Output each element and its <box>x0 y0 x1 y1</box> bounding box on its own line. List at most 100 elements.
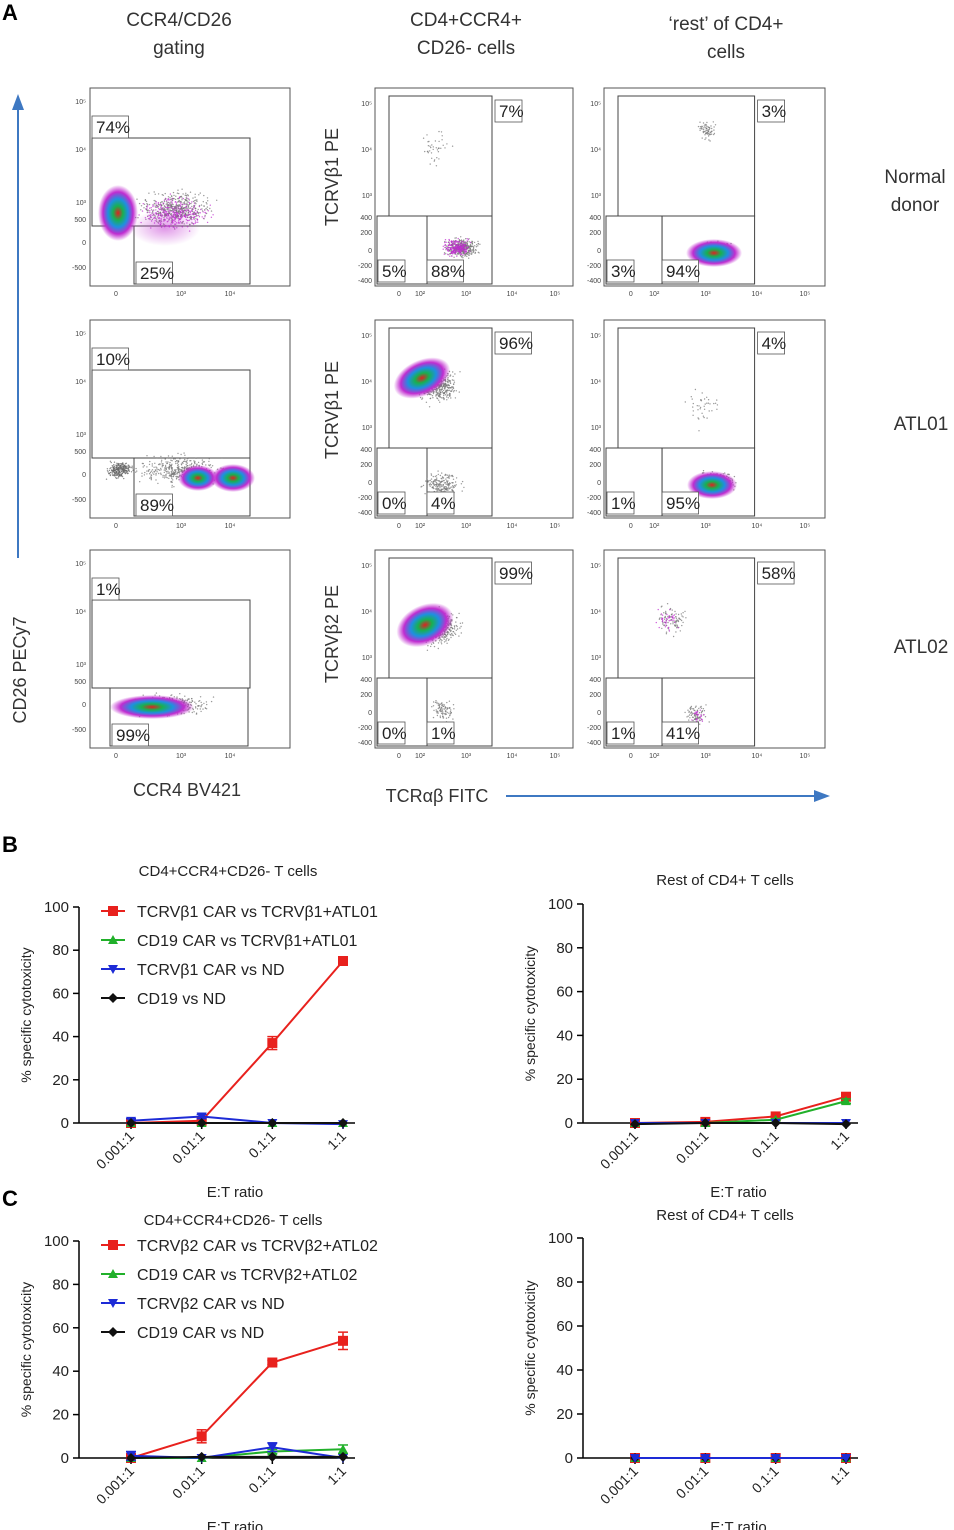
x-tick-label: 0 <box>397 753 401 760</box>
chart-c-ccr4: CD4+CCR4+CD26- T cells 0 20 40 60 80 100 0.001:… <box>18 1212 378 1530</box>
row-label-atl02: ATL02 <box>894 637 949 658</box>
x-tick-label: 10⁴ <box>225 523 236 530</box>
y-tick-label: -400 <box>587 510 601 517</box>
flow-plot-r2-rest: 10⁵ 10⁴ 10³ 400 200 0 -200 -400 0 10² 10³ 10⁴ 10⁵ 4% 1… <box>587 319 826 530</box>
x-tick-label: 10⁴ <box>225 291 236 298</box>
x-tick-label: 0.001:1 <box>93 1128 137 1172</box>
flow-plot-r1-gate: 10⁵ 10⁴ 10³ 500 0 -500 0 10³ 10⁴ 74% 25% <box>72 87 291 298</box>
x-axis-title-ccr4: CCR4 BV421 <box>133 780 241 800</box>
panel-letter-a: A <box>2 0 18 25</box>
series-line <box>130 1339 344 1459</box>
series-0 <box>126 956 348 1128</box>
cytotoxicity-charts: CD4+CCR4+CD26- T cells 0 20 40 60 80 100 0.001:… <box>18 863 858 1530</box>
pct-upper: 99% <box>499 564 533 583</box>
pct-gate-upper-box <box>91 115 129 139</box>
y-tick-label: 100 <box>44 899 69 916</box>
x-tick-label: 10⁵ <box>800 753 811 760</box>
y-tick-label: 40 <box>52 1363 69 1380</box>
x-tick-label: 0 <box>397 291 401 298</box>
y-tick-label: -400 <box>358 510 372 517</box>
y-tick-label: 200 <box>360 230 372 237</box>
pct-gate-upper: 74% <box>96 118 130 137</box>
x-tick-label: 10⁵ <box>800 523 811 530</box>
y-tick-label: 10⁵ <box>361 101 372 108</box>
x-tick-label: 10² <box>415 291 426 298</box>
y-tick-label: 400 <box>360 677 372 684</box>
series-2 <box>126 1112 348 1130</box>
x-tick-label: 10⁵ <box>550 753 561 760</box>
x-tick-label: 10² <box>415 753 426 760</box>
gate-lower-right <box>661 215 756 285</box>
data-point <box>267 1357 278 1368</box>
legend: TCRVβ1 CAR vs TCRVβ1+ATL01 CD19 CAR vs TC… <box>101 904 378 1008</box>
y-tick-label: 10⁵ <box>361 563 372 570</box>
col-title-gating-line2: gating <box>153 38 205 59</box>
y-tick-label: -500 <box>72 727 86 734</box>
legend-marker <box>108 935 118 944</box>
legend-marker <box>108 1240 118 1250</box>
y-tick-label: 100 <box>548 896 573 913</box>
legend-marker <box>108 1299 118 1308</box>
y-tick-label: 10³ <box>362 193 373 200</box>
data-point <box>126 1118 136 1128</box>
legend-label: CD19 CAR vs TCRVβ2+ATL02 <box>137 1267 358 1284</box>
legend-marker <box>108 1327 118 1337</box>
legend-marker <box>108 906 118 916</box>
col-title-ccr4-line2: CD26- cells <box>417 38 515 59</box>
data-point <box>700 1118 711 1128</box>
x-tick-label: 10⁴ <box>507 753 518 760</box>
scatter-left <box>105 460 134 480</box>
col-title-rest-line1: ‘rest’ of CD4+ <box>669 14 784 35</box>
pct-upper-box <box>494 331 532 355</box>
y-tick-label: 10³ <box>591 193 602 200</box>
pct-gate-lower-box <box>135 493 173 517</box>
pct-lower-left-box <box>377 259 406 283</box>
y-tick-label: 200 <box>589 230 601 237</box>
y-tick-label: 10⁵ <box>590 333 601 340</box>
data-point <box>770 1454 781 1463</box>
x-tick-label: 10³ <box>176 523 187 530</box>
legend-label: TCRVβ1 CAR vs ND <box>137 962 285 979</box>
x-tick-label: 10⁴ <box>225 753 236 760</box>
pct-upper: 7% <box>499 102 524 121</box>
y-tick-label: 20 <box>52 1407 69 1424</box>
flow-plots: 10⁵ 10⁴ 10³ 500 0 -500 0 10³ 10⁴ 74% 25% 10⁵ 10⁴ 10³ 4… <box>72 87 826 760</box>
pct-lower-left-box <box>377 721 406 745</box>
pct-lower-right-box <box>426 491 455 515</box>
gate-lower-right <box>661 447 756 517</box>
pct-upper: 96% <box>499 334 533 353</box>
x-axis-label: E:T ratio <box>207 1184 263 1201</box>
pct-upper: 3% <box>762 102 787 121</box>
pct-gate-lower: 99% <box>116 726 150 745</box>
chart-b-ccr4: CD4+CCR4+CD26- T cells 0 20 40 60 80 100 0.001:… <box>18 863 378 1201</box>
pct-lower-right-box <box>426 721 455 745</box>
series-0 <box>126 1331 348 1463</box>
data-point <box>841 1454 851 1463</box>
row-label-atl01: ATL01 <box>894 414 949 435</box>
y-tick-label: 10⁴ <box>590 609 601 616</box>
gate-lower <box>109 687 249 747</box>
y-tick-label: 10⁵ <box>361 333 372 340</box>
pct-lower-left: 1% <box>611 724 636 743</box>
pct-lower-right-box <box>661 259 699 283</box>
pct-upper-box <box>757 561 795 585</box>
x-tick-label: 0 <box>629 523 633 530</box>
density-core2 <box>178 465 218 491</box>
flow-plot-r1-mid: 10⁵ 10⁴ 10³ 400 200 0 -200 -400 0 10² 10³ 10⁴ 10⁵ 7% 5… <box>358 87 574 298</box>
y-axis-title-cd26: CD26 PECy7 <box>10 616 30 723</box>
pct-lower-left: 3% <box>611 262 636 281</box>
pct-lower-left-box <box>606 491 635 515</box>
x-tick-label: 10⁵ <box>550 291 561 298</box>
series-3 <box>126 1451 348 1463</box>
series-line <box>130 1455 343 1459</box>
pct-lower-left-box <box>377 491 406 515</box>
x-tick-label: 0.001:1 <box>597 1463 641 1507</box>
y-tick-label: -200 <box>358 495 372 502</box>
pct-upper-box <box>757 331 785 355</box>
legend-label: CD19 CAR vs ND <box>137 1325 264 1342</box>
y-tick-label: 60 <box>52 1320 69 1337</box>
x-tick-label: 10³ <box>701 523 712 530</box>
scatter-sparse <box>422 130 454 167</box>
y-tick-label: 40 <box>556 1362 573 1379</box>
flow-plot-r3-gate: 10⁵ 10⁴ 10³ 500 0 -500 0 10³ 10⁴ 1% 99% <box>72 549 291 760</box>
